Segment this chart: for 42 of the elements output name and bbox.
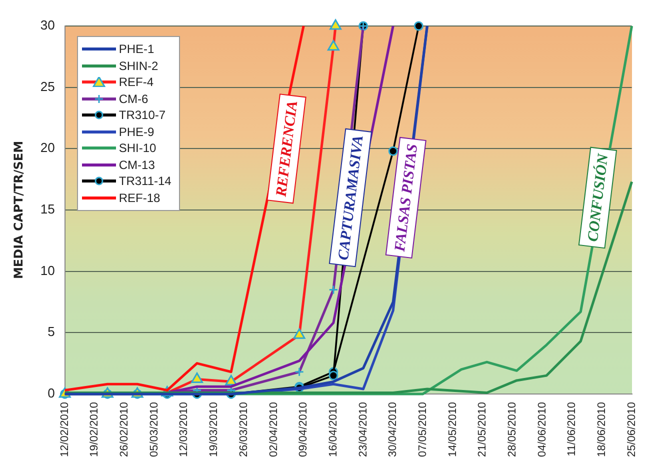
annotation: CONFUSIÓN: [584, 152, 612, 243]
y-tick-label: 10: [40, 262, 55, 278]
legend-label: CM-13: [118, 156, 155, 173]
x-tick-label: 26/02/2010: [118, 402, 131, 458]
x-tick-label: 12/02/2010: [58, 402, 71, 458]
legend-label: TR311-14: [118, 173, 172, 190]
y-tick-label: 15: [40, 202, 55, 217]
x-tick-label: 16/04/2010: [327, 402, 340, 458]
x-tick-label: 23/04/2010: [357, 402, 370, 458]
x-tick-label: 11/06/2010: [566, 402, 578, 456]
x-tick-label: 18/06/2010: [596, 402, 608, 458]
x-tick-label: 02/04/2010: [268, 402, 280, 458]
legend-label: REF-18: [118, 190, 160, 206]
x-tick-label: 12/03/2010: [178, 402, 190, 458]
legend-label: TR310-7: [118, 107, 166, 124]
x-tick-label: 25/06/2010: [626, 402, 638, 458]
y-axis-title: MEDIA CAPT/TR/SEM: [11, 140, 26, 280]
y-tick-label: 30: [40, 18, 55, 33]
legend-label: REF-4: [118, 74, 154, 90]
x-tick-label: 30/04/2010: [387, 402, 400, 458]
legend-label: SHI-10: [118, 140, 156, 156]
y-tick-label: 5: [48, 324, 55, 340]
legend-label: CM-6: [118, 90, 148, 107]
x-tick-label: 19/03/2010: [208, 402, 220, 458]
x-tick-label: 07/05/2010: [416, 402, 429, 458]
y-tick-label: 0: [48, 386, 55, 401]
x-tick-label: 21/05/2010: [476, 402, 489, 458]
legend-label: SHIN-2: [118, 58, 158, 74]
x-tick-label: 14/05/2010: [446, 402, 459, 458]
annotation: CAPTURAMASIVA: [336, 134, 367, 262]
x-tick-label: 05/03/2010: [148, 402, 160, 458]
annotation: REFERENCIA: [274, 100, 302, 199]
y-tick-label: 20: [40, 140, 55, 156]
legend-label: PHE-1: [118, 41, 154, 58]
legend-label: PHE-9: [118, 124, 154, 140]
x-tick-label: 09/04/2010: [298, 402, 310, 458]
x-tick-label: 04/06/2010: [536, 402, 548, 458]
x-tick-label: 26/03/2010: [238, 402, 250, 458]
x-tick-label: 28/05/2010: [506, 402, 518, 458]
y-tick-label: 25: [40, 78, 55, 94]
x-tick-label: 19/02/2010: [88, 402, 101, 458]
annotation: FALSAS PISTAS: [392, 143, 422, 254]
